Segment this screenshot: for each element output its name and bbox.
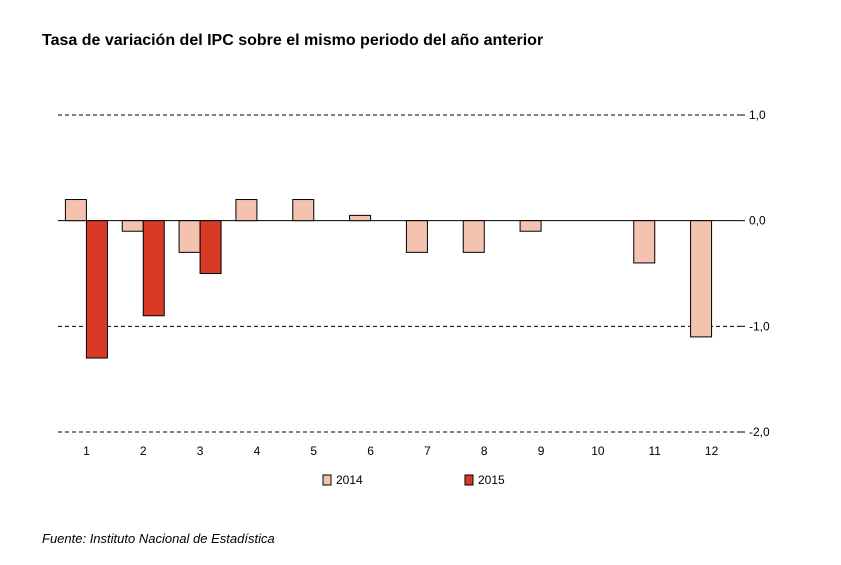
y-axis: 1,0 0,0 -1,0 -2,0: [58, 108, 770, 439]
x-tick-label: 6: [367, 444, 374, 458]
legend-label-2014: 2014: [336, 473, 363, 487]
bar-2014-4: [235, 199, 258, 222]
bar-2014-3: [178, 220, 201, 253]
x-tick-label: 3: [197, 444, 204, 458]
x-tick-label: 2: [140, 444, 147, 458]
bar-2014-2: [121, 220, 144, 232]
x-tick-labels: 1 2 3 4 5 6 7 8 9 10 11 12: [83, 444, 719, 458]
y-tick-label: 1,0: [749, 108, 766, 122]
bar-2014-8: [462, 220, 485, 253]
x-tick-label: 9: [538, 444, 545, 458]
bar-2014-9: [519, 220, 542, 232]
bar-2015-1: [85, 220, 108, 359]
bar-2014-1: [64, 199, 87, 222]
bar-2014-11: [633, 220, 656, 264]
source-note: Fuente: Instituto Nacional de Estadístic…: [42, 531, 275, 546]
x-tick-label: 4: [254, 444, 261, 458]
x-tick-label: 1: [83, 444, 90, 458]
x-tick-label: 7: [424, 444, 431, 458]
bar-2014-12: [690, 220, 713, 338]
chart-title: Tasa de variación del IPC sobre el mismo…: [42, 32, 544, 49]
x-tick-label: 8: [481, 444, 488, 458]
legend-label-2015: 2015: [478, 473, 505, 487]
legend: 2014 2015: [322, 473, 505, 487]
x-tick-label: 5: [310, 444, 317, 458]
bar-2014-6: [349, 214, 372, 222]
y-tick-label: 0,0: [749, 214, 766, 228]
x-tick-label: 11: [649, 444, 662, 458]
y-tick-label: -1,0: [749, 319, 770, 333]
bar-2015-3: [199, 220, 222, 275]
x-tick-label: 10: [591, 444, 605, 458]
x-tick-label: 12: [705, 444, 719, 458]
bar-2014-7: [405, 220, 428, 253]
legend-swatch-2015: [464, 474, 474, 486]
gridlines: [58, 114, 740, 433]
legend-swatch-2014: [322, 474, 332, 486]
bars: [64, 199, 713, 359]
y-tick-label: -2,0: [749, 425, 770, 439]
bar-2014-5: [292, 199, 315, 222]
bar-2015-2: [142, 220, 165, 317]
